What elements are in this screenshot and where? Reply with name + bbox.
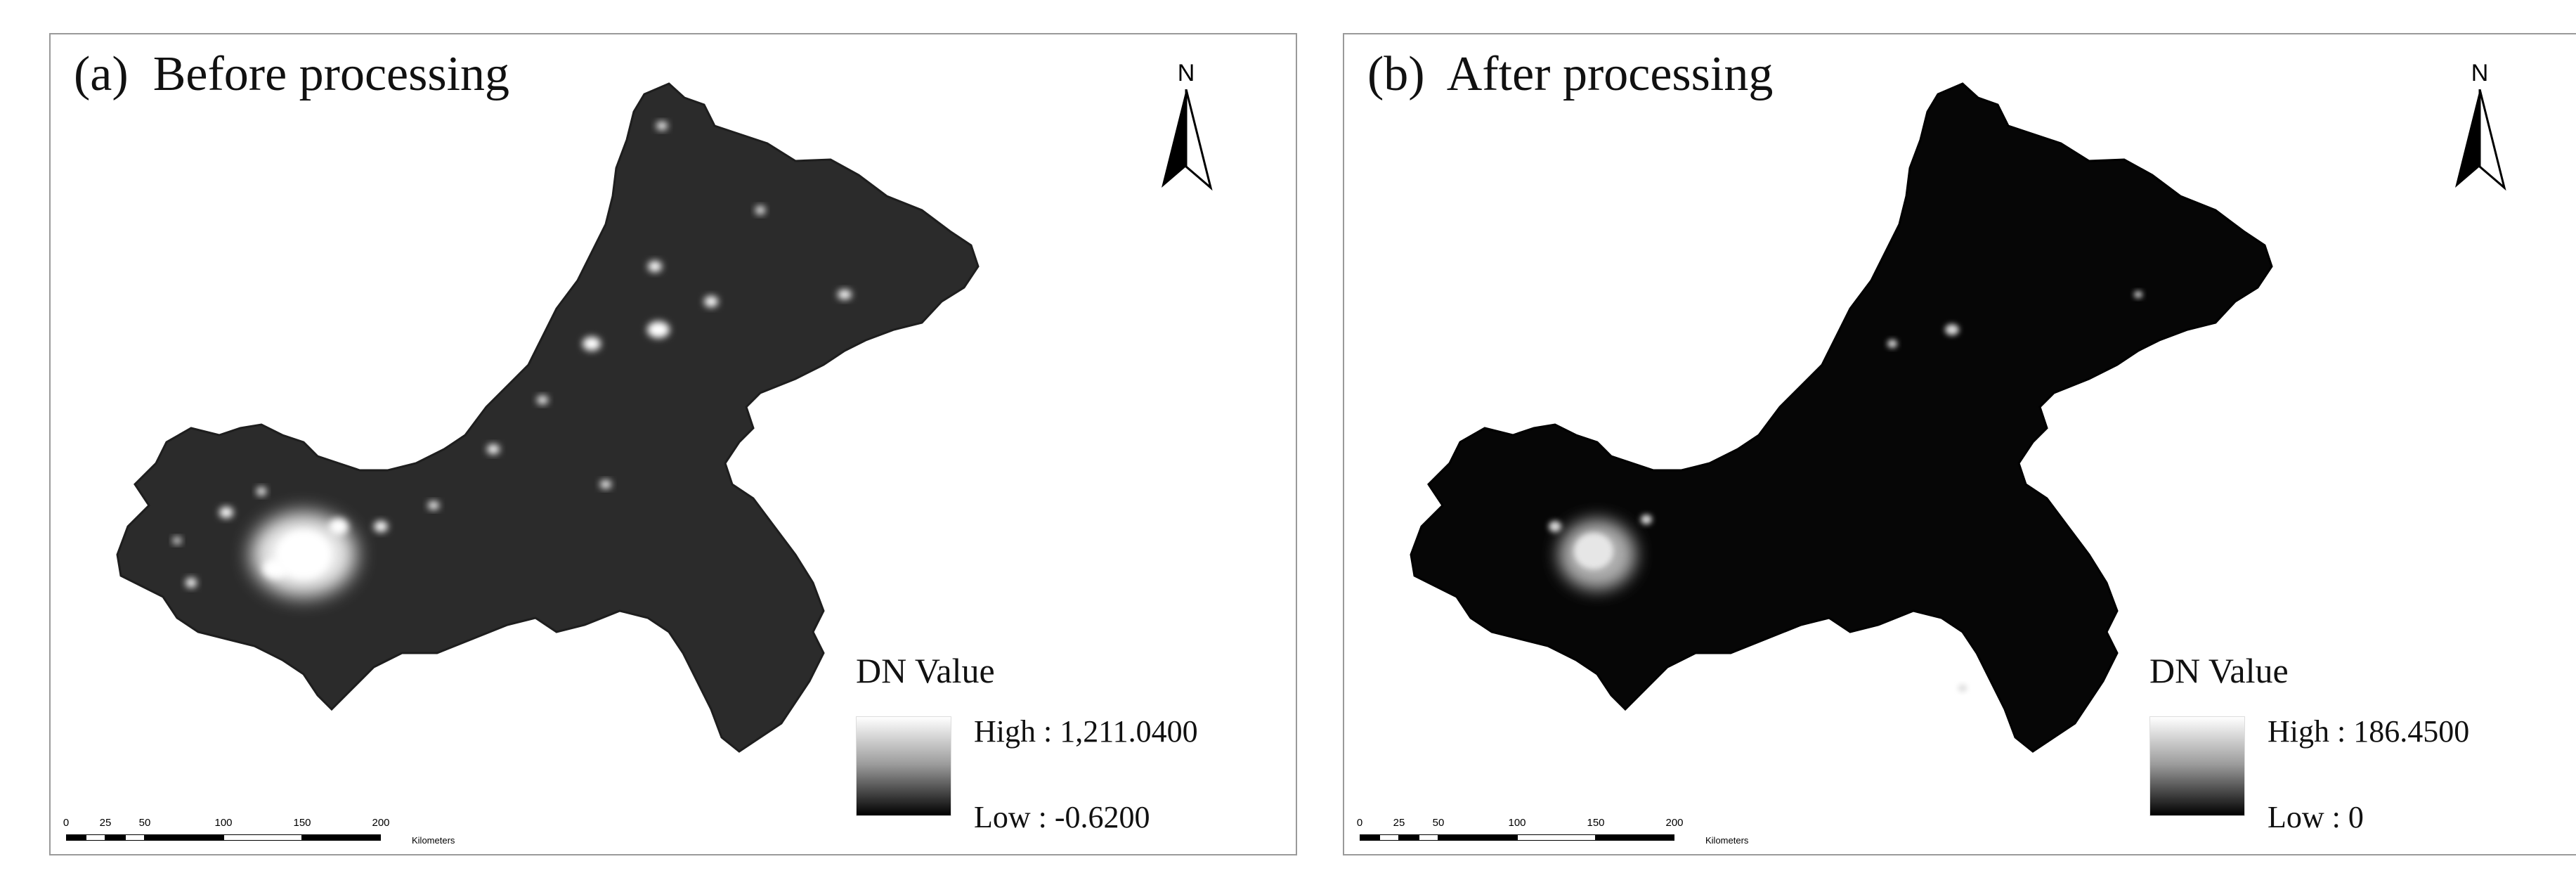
scale-segment xyxy=(302,834,381,841)
north-label: N xyxy=(1177,60,1195,86)
legend-title: DN Value xyxy=(2149,651,2289,690)
north-arrow: N xyxy=(2448,61,2511,202)
scale-segment xyxy=(1419,834,1438,841)
legend-low-label: Low : -0.6200 xyxy=(974,800,1150,834)
scale-segment xyxy=(223,834,302,841)
legend: DN Value High : 1,211.0400 Low : -0.6200 xyxy=(856,653,1277,850)
north-label: N xyxy=(2471,60,2489,86)
legend-color-ramp xyxy=(856,716,951,816)
scale-tick-label: 0 xyxy=(1356,817,1363,829)
scale-segment xyxy=(1438,834,1517,841)
scale-tick-label: 150 xyxy=(293,817,311,829)
scale-tick-label: 150 xyxy=(1587,817,1605,829)
north-arrow-icon xyxy=(2455,89,2506,191)
scale-units: Kilometers xyxy=(412,835,455,846)
panel-title: (b) After processing xyxy=(1367,47,1774,101)
scale-tick-label: 200 xyxy=(1665,817,1684,829)
scale-segment xyxy=(1596,834,1674,841)
panel-title: (a) Before processing xyxy=(74,47,510,101)
region-map xyxy=(116,82,980,753)
scale-tick-label: 100 xyxy=(214,817,233,829)
map-panel-before: (a) Before processing N DN Value High : … xyxy=(49,33,1297,855)
scale-segment xyxy=(1360,834,1379,841)
region-shape xyxy=(1410,82,2273,753)
scale-segment xyxy=(86,834,105,841)
region-map xyxy=(1410,82,2273,753)
scale-tick-label: 100 xyxy=(1508,817,1526,829)
scale-bar: 0 25 50 100 150 200 Kilometers xyxy=(1357,818,1778,851)
legend-high-label: High : 186.4500 xyxy=(2268,714,2470,749)
scale-tick-label: 50 xyxy=(1432,817,1445,829)
map-panel-after: (b) After processing N DN Value High : 1… xyxy=(1343,33,2576,855)
scale-segment xyxy=(145,834,223,841)
city-lights xyxy=(1549,291,2142,692)
region-shape xyxy=(116,82,980,753)
scale-tick-label: 0 xyxy=(63,817,70,829)
scale-units: Kilometers xyxy=(1705,835,1749,846)
scale-segment xyxy=(1517,834,1596,841)
scale-segment xyxy=(1399,834,1419,841)
scale-tick-label: 50 xyxy=(138,817,151,829)
legend-high-label: High : 1,211.0400 xyxy=(974,714,1198,749)
scale-segment xyxy=(105,834,125,841)
city-lights xyxy=(173,122,852,693)
scale-segment xyxy=(66,834,86,841)
scale-tick-label: 25 xyxy=(99,817,112,829)
north-arrow: N xyxy=(1154,61,1218,202)
scale-tick-label: 25 xyxy=(1393,817,1405,829)
legend: DN Value High : 186.4500 Low : 0 xyxy=(2149,653,2571,850)
legend-low-label: Low : 0 xyxy=(2268,800,2364,834)
scale-segment xyxy=(1379,834,1399,841)
scale-tick-label: 200 xyxy=(372,817,390,829)
scale-bar: 0 25 50 100 150 200 Kilometers xyxy=(63,818,485,851)
legend-color-ramp xyxy=(2149,716,2245,816)
north-arrow-icon xyxy=(1162,89,1213,191)
legend-title: DN Value xyxy=(856,651,995,690)
scale-segment xyxy=(125,834,145,841)
